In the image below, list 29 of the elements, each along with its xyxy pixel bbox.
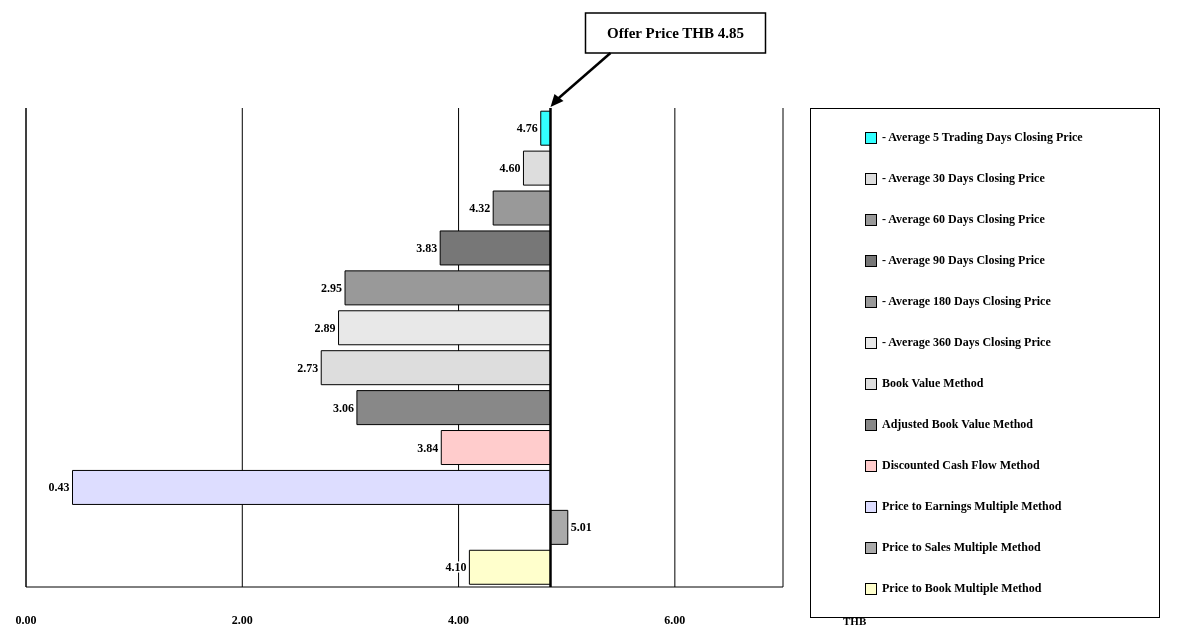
x-tick-label: 2.00 [231,612,253,627]
x-axis-title: THB [843,615,867,627]
y-tick-label: Price to Earnings Multiple Method [882,499,1062,514]
data-label: 4.60 [499,161,521,176]
data-label: 0.43 [48,480,70,495]
y-tick-label: Book Value Method [882,376,984,391]
ref-line-label: Offer Price THB 4.85 [607,25,744,41]
y-tick-label: - Average 360 Days Closing Price [882,335,1051,350]
data-label: 5.01 [570,520,592,535]
x-tick-label: 4.00 [448,612,470,627]
data-label: 3.06 [332,400,354,415]
y-tick-label: Discounted Cash Flow Method [882,458,1040,473]
data-label: 4.76 [516,121,538,136]
x-tick-label: 0.00 [15,612,37,627]
y-tick-label: - Average 30 Days Closing Price [882,171,1045,186]
data-label: 3.83 [416,240,438,255]
x-tick-label: 6.00 [664,612,686,627]
y-tick-label: Adjusted Book Value Method [882,417,1034,432]
y-tick-label: - Average 60 Days Closing Price [882,212,1045,227]
data-label: 2.95 [321,280,343,295]
data-label: 2.89 [314,320,336,335]
data-label: 4.32 [469,201,491,216]
y-tick-label: Price to Book Multiple Method [882,581,1042,596]
y-tick-label: Price to Sales Multiple Method [882,540,1041,555]
data-label: 3.84 [417,440,439,455]
data-label: 2.73 [297,360,319,375]
y-tick-label: - Average 5 Trading Days Closing Price [882,130,1083,145]
y-tick-label: - Average 180 Days Closing Price [882,294,1051,309]
y-tick-label: - Average 90 Days Closing Price [882,253,1045,268]
